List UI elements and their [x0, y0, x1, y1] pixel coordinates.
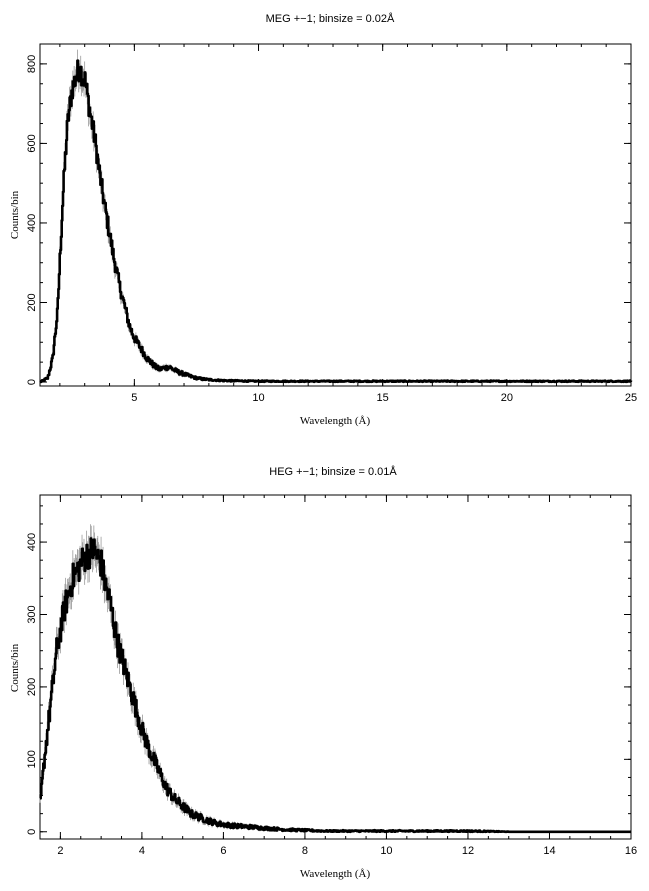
y-tick-label: 800 — [26, 55, 38, 73]
chart-title: MEG +−1; binsize = 0.02Å — [266, 12, 395, 25]
x-tick-label: 4 — [139, 845, 145, 857]
x-tick-label: 25 — [625, 392, 637, 404]
y-tick-label: 600 — [26, 134, 38, 152]
x-tick-label: 2 — [57, 845, 63, 857]
x-axis-label: Wavelength (Å) — [300, 415, 371, 427]
x-tick-label: 10 — [252, 392, 264, 404]
y-tick-label: 200 — [26, 678, 38, 696]
x-tick-label: 12 — [462, 845, 474, 857]
y-tick-label: 400 — [26, 214, 38, 232]
x-axis-label: Wavelength (Å) — [300, 868, 371, 880]
chart-panel-heg: HEG +−1; binsize = 0.01Å 2 4 6 8 10 12 14 16 0 10… — [9, 465, 637, 880]
plot-frame — [39, 43, 632, 387]
x-tick-label: 20 — [501, 392, 513, 404]
plot-frame — [39, 494, 632, 840]
series-line — [39, 537, 632, 834]
y-tick-label: 400 — [26, 533, 38, 551]
y-axis-label: Counts/bin — [9, 643, 21, 692]
y-tick-label: 100 — [26, 750, 38, 768]
y-tick-label: 200 — [26, 293, 38, 311]
y-tick-label: 0 — [26, 829, 38, 835]
y-axis-label: Counts/bin — [9, 190, 21, 239]
x-tick-label: 15 — [377, 392, 389, 404]
y-tick-label: 300 — [26, 605, 38, 623]
x-tick-label: 14 — [543, 845, 555, 857]
chart-title: HEG +−1; binsize = 0.01Å — [269, 465, 397, 478]
x-tick-label: 16 — [625, 845, 637, 857]
x-tick-label: 10 — [380, 845, 392, 857]
chart-panel-meg: MEG +−1; binsize = 0.02Å 5 10 15 20 25 0 200 40… — [9, 12, 637, 427]
axis-ticks: 2 4 6 8 10 12 14 16 0 100 200 300 400 — [26, 495, 637, 857]
x-tick-label: 8 — [302, 845, 308, 857]
y-tick-label: 0 — [26, 379, 38, 385]
axis-ticks: 5 10 15 20 25 0 200 400 600 800 — [26, 43, 637, 404]
x-tick-label: 6 — [220, 845, 226, 857]
x-tick-label: 5 — [131, 392, 137, 404]
series-line — [39, 59, 633, 384]
